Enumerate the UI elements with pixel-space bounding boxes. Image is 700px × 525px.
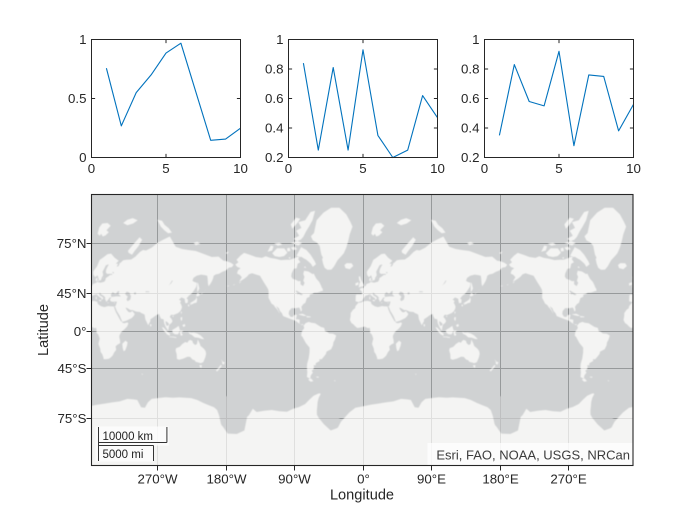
svg-text:0: 0 xyxy=(79,150,86,165)
svg-text:75°S: 75°S xyxy=(58,411,87,426)
svg-text:180°W: 180°W xyxy=(206,472,247,487)
svg-text:1: 1 xyxy=(79,32,86,47)
svg-text:45°N: 45°N xyxy=(57,286,87,301)
svg-text:0.4: 0.4 xyxy=(461,121,480,136)
svg-text:10: 10 xyxy=(430,161,445,176)
svg-text:180°E: 180°E xyxy=(482,472,519,487)
svg-text:0.4: 0.4 xyxy=(265,121,284,136)
svg-text:0: 0 xyxy=(481,161,488,176)
svg-text:1: 1 xyxy=(276,32,283,47)
svg-text:0.5: 0.5 xyxy=(68,91,87,106)
svg-text:Esri, FAO, NOAA, USGS, NRCan: Esri, FAO, NOAA, USGS, NRCan xyxy=(436,448,630,463)
svg-text:0: 0 xyxy=(285,161,292,176)
svg-text:5: 5 xyxy=(359,161,366,176)
svg-text:0.8: 0.8 xyxy=(265,62,284,77)
svg-text:5: 5 xyxy=(162,161,169,176)
svg-text:75°N: 75°N xyxy=(57,236,87,251)
svg-text:270°W: 270°W xyxy=(137,472,178,487)
svg-text:90°W: 90°W xyxy=(278,472,311,487)
svg-text:0: 0 xyxy=(88,161,95,176)
svg-text:1: 1 xyxy=(472,32,479,47)
svg-text:0.6: 0.6 xyxy=(265,91,284,106)
svg-text:0.2: 0.2 xyxy=(461,150,480,165)
svg-text:0.6: 0.6 xyxy=(461,91,480,106)
svg-text:10000 km: 10000 km xyxy=(103,431,154,443)
svg-text:5000 mi: 5000 mi xyxy=(103,449,144,461)
svg-text:10: 10 xyxy=(626,161,641,176)
svg-text:10: 10 xyxy=(233,161,248,176)
svg-text:5: 5 xyxy=(555,161,562,176)
svg-text:45°S: 45°S xyxy=(58,361,87,376)
svg-text:0°: 0° xyxy=(357,472,370,487)
svg-text:0.2: 0.2 xyxy=(265,150,284,165)
svg-text:270°E: 270°E xyxy=(550,472,587,487)
svg-text:0.8: 0.8 xyxy=(461,62,480,77)
svg-text:Latitude: Latitude xyxy=(36,304,52,356)
svg-text:Longitude: Longitude xyxy=(330,488,394,504)
svg-text:0°: 0° xyxy=(74,324,87,339)
svg-text:90°E: 90°E xyxy=(417,472,446,487)
